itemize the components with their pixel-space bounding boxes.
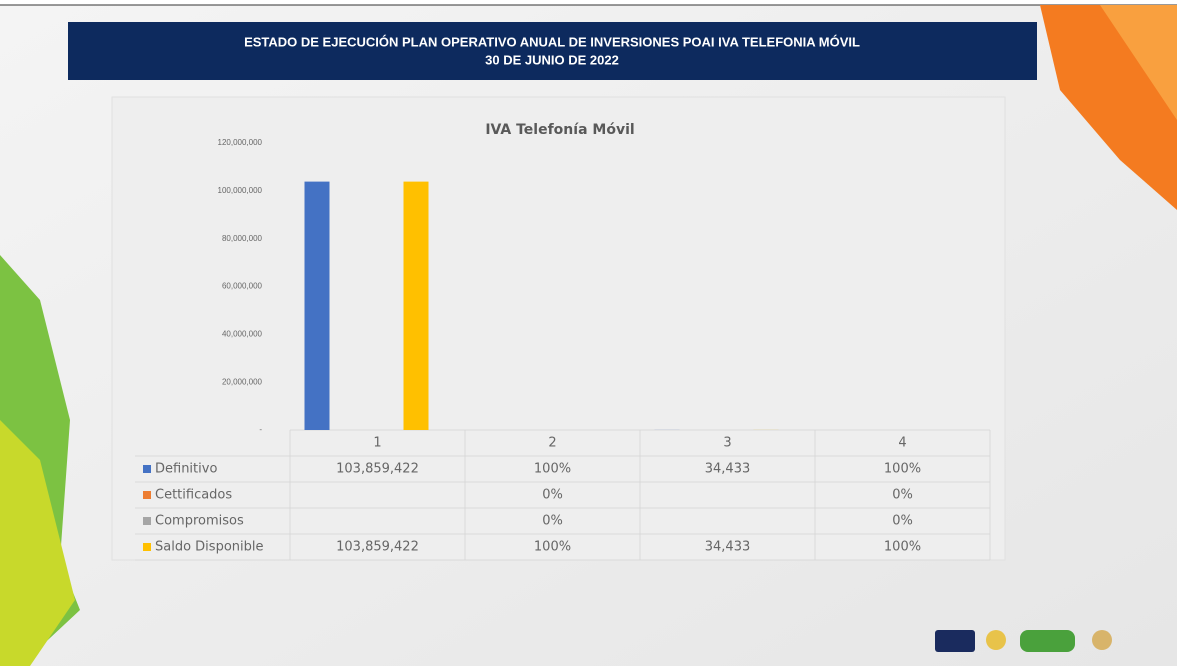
data-label: 0%: [542, 488, 563, 503]
data-label: 100%: [534, 462, 571, 477]
data-label: 100%: [884, 540, 921, 555]
data-label: 103,859,422: [336, 540, 419, 555]
y-tick-label: 80,000,000: [222, 234, 263, 243]
logo: [1092, 630, 1112, 650]
bar: [404, 182, 429, 430]
data-label: 100%: [884, 462, 921, 477]
x-tick-label: 3: [723, 436, 731, 451]
legend-swatch: [143, 543, 151, 551]
data-label: 100%: [534, 540, 571, 555]
legend-label: Cettificados: [155, 488, 232, 503]
legend-label: Saldo Disponible: [155, 540, 263, 555]
bar: [305, 182, 330, 430]
y-tick-label: -: [259, 425, 262, 434]
logo: [935, 630, 975, 652]
data-label: 0%: [542, 514, 563, 529]
data-label: 0%: [892, 514, 913, 529]
header-title: ESTADO DE EJECUCIÓN PLAN OPERATIVO ANUAL…: [244, 34, 860, 49]
x-tick-label: 2: [548, 436, 556, 451]
legend-swatch: [143, 517, 151, 525]
y-tick-label: 100,000,000: [218, 186, 263, 195]
legend-label: Compromisos: [155, 514, 244, 529]
chart-title: IVA Telefonía Móvil: [485, 122, 634, 138]
logo: [986, 630, 1006, 650]
y-tick-label: 120,000,000: [218, 138, 263, 147]
x-tick-label: 1: [373, 436, 381, 451]
data-label: 103,859,422: [336, 462, 419, 477]
header-box: [68, 22, 1037, 80]
y-tick-label: 60,000,000: [222, 282, 263, 291]
legend-swatch: [143, 465, 151, 473]
y-tick-label: 40,000,000: [222, 329, 263, 338]
logo: [1020, 630, 1075, 652]
data-label: 34,433: [705, 540, 751, 555]
data-label: 34,433: [705, 462, 751, 477]
y-tick-label: 20,000,000: [222, 377, 263, 386]
legend-swatch: [143, 491, 151, 499]
data-label: 0%: [892, 488, 913, 503]
header-subtitle: 30 DE JUNIO DE 2022: [485, 52, 619, 67]
legend-label: Definitivo: [155, 462, 217, 477]
x-tick-label: 4: [898, 436, 906, 451]
